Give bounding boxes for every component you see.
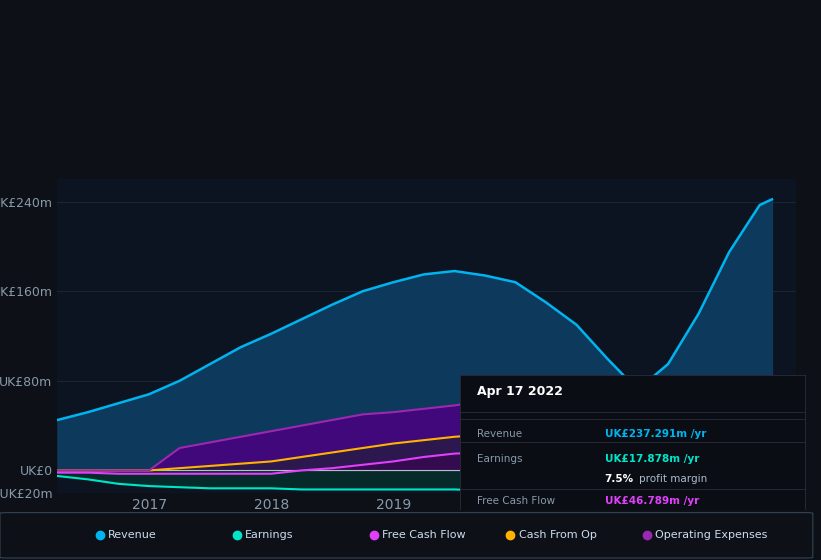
Text: Cash From Op: Cash From Op — [519, 530, 597, 540]
Text: UK£17.878m /yr: UK£17.878m /yr — [604, 454, 699, 464]
Text: profit margin: profit margin — [639, 474, 708, 484]
Text: Free Cash Flow: Free Cash Flow — [477, 496, 555, 506]
Text: Earnings: Earnings — [245, 530, 293, 540]
FancyBboxPatch shape — [0, 512, 813, 558]
Text: UK£76.975m /yr: UK£76.975m /yr — [604, 536, 699, 547]
Text: Cash From Op: Cash From Op — [477, 516, 550, 526]
Text: Operating Expenses: Operating Expenses — [477, 536, 582, 547]
Text: 7.5%: 7.5% — [604, 474, 634, 484]
Text: UK£69.626m /yr: UK£69.626m /yr — [604, 516, 699, 526]
Text: Apr 17 2022: Apr 17 2022 — [477, 385, 563, 398]
Text: UK£237.291m /yr: UK£237.291m /yr — [604, 429, 706, 439]
Text: UK£46.789m /yr: UK£46.789m /yr — [604, 496, 699, 506]
Text: Revenue: Revenue — [108, 530, 157, 540]
Text: Earnings: Earnings — [477, 454, 522, 464]
Text: Revenue: Revenue — [477, 429, 522, 439]
Text: Free Cash Flow: Free Cash Flow — [382, 530, 466, 540]
Text: Operating Expenses: Operating Expenses — [655, 530, 768, 540]
